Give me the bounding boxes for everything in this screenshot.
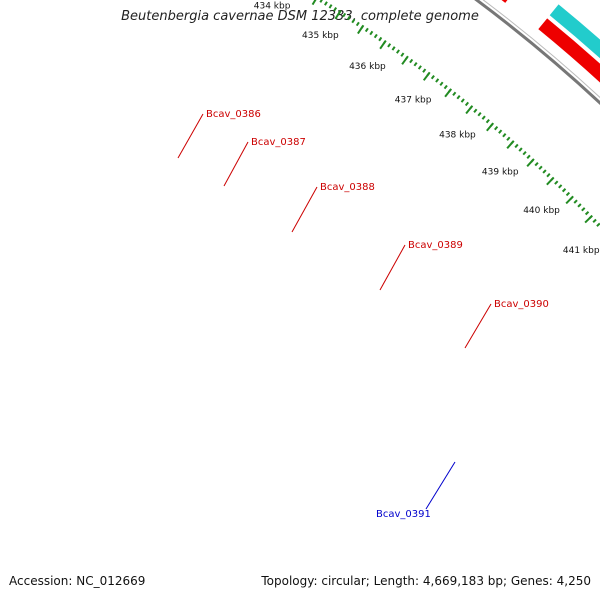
minor-tick	[333, 7, 338, 12]
minor-tick	[561, 188, 567, 193]
minor-tick	[522, 150, 527, 156]
minor-tick	[502, 133, 507, 138]
gene-label: Bcav_0389	[408, 240, 463, 251]
minor-tick	[319, 0, 323, 3]
kbp-label: 439 kbp	[482, 167, 519, 177]
minor-tick	[592, 218, 597, 223]
minor-tick	[342, 12, 347, 18]
minor-tick	[413, 62, 418, 67]
gene-label: Bcav_0387	[251, 137, 306, 148]
minor-tick	[485, 118, 490, 124]
minor-tick	[577, 203, 582, 208]
minor-tick	[400, 52, 405, 57]
minor-tick	[542, 169, 547, 174]
minor-tick	[435, 78, 440, 83]
minor-tick	[378, 36, 383, 42]
kbp-label: 437 kbp	[395, 95, 432, 105]
minor-tick	[396, 49, 400, 54]
minor-tick	[554, 180, 559, 185]
minor-tick	[460, 98, 465, 103]
minor-tick	[573, 199, 578, 204]
minor-tick	[558, 184, 563, 189]
kbp-label: 438 kbp	[439, 130, 476, 140]
minor-tick	[364, 27, 369, 33]
major-tick	[506, 140, 514, 150]
minor-tick	[355, 21, 360, 27]
minor-tick	[328, 4, 333, 9]
minor-tick	[391, 46, 396, 51]
minor-tick	[477, 112, 482, 117]
gene-leader-line	[464, 303, 492, 349]
minor-tick	[498, 129, 503, 134]
kbp-label: 441 kbp	[563, 246, 600, 256]
major-tick	[584, 215, 593, 224]
gene-leader-line	[291, 186, 318, 233]
minor-tick	[443, 84, 448, 90]
minor-tick	[373, 33, 378, 39]
minor-tick	[546, 173, 551, 178]
gene-leader-line	[223, 141, 249, 187]
minor-tick	[439, 81, 444, 86]
minor-tick	[518, 147, 523, 152]
minor-tick	[538, 165, 543, 170]
cds-bcav-0388	[538, 18, 600, 83]
minor-tick	[422, 68, 427, 73]
minor-tick	[506, 136, 511, 141]
minor-tick	[387, 43, 392, 48]
gene-label: Bcav_0386	[206, 109, 261, 120]
gene-leader-line	[425, 461, 456, 510]
gene-leader-line	[379, 244, 406, 291]
major-tick	[486, 123, 494, 132]
major-tick	[401, 56, 409, 65]
gene-bcav-0388	[549, 4, 600, 59]
major-tick	[546, 177, 554, 186]
minor-tick	[494, 125, 499, 131]
kbp-label: 436 kbp	[349, 62, 386, 72]
major-tick	[334, 10, 342, 20]
minor-tick	[346, 15, 351, 21]
major-tick	[311, 0, 317, 6]
minor-tick	[584, 211, 590, 216]
backbone-arc	[482, 0, 600, 99]
minor-tick	[481, 115, 486, 120]
major-tick	[565, 196, 574, 205]
major-tick	[422, 72, 430, 81]
kbp-label: 435 kbp	[302, 31, 339, 41]
backbone-arc	[474, 0, 600, 106]
major-tick	[526, 159, 534, 168]
gene-leader-line	[177, 113, 204, 159]
kbp-label: 440 kbp	[523, 206, 560, 216]
major-tick	[465, 105, 473, 115]
minor-tick	[534, 161, 539, 167]
minor-tick	[596, 222, 600, 227]
gene-label: Bcav_0390	[494, 299, 549, 310]
gene-label: Bcav_0391	[376, 509, 431, 520]
minor-tick	[514, 143, 519, 149]
major-tick	[357, 25, 364, 35]
minor-tick	[473, 108, 478, 113]
minor-tick	[464, 101, 469, 107]
minor-tick	[565, 191, 571, 197]
gene-label: Bcav_0388	[320, 182, 375, 193]
minor-tick	[351, 18, 356, 24]
minor-tick	[409, 58, 414, 64]
accession-label: Accession: NC_012669	[9, 574, 146, 588]
minor-tick	[430, 74, 435, 80]
minor-tick	[452, 91, 457, 96]
major-tick	[444, 89, 452, 98]
minor-tick	[581, 207, 586, 212]
major-tick	[379, 40, 387, 50]
minor-tick	[456, 94, 461, 100]
minor-tick	[324, 1, 328, 6]
genome-title: Beutenbergia cavernae DSM 12333, complet…	[121, 9, 479, 24]
minor-tick	[369, 30, 374, 36]
minor-tick	[417, 65, 422, 70]
minor-tick	[526, 154, 531, 159]
kbp-label: 434 kbp	[254, 1, 291, 11]
genome-summary: Topology: circular; Length: 4,669,183 bp…	[261, 574, 591, 588]
